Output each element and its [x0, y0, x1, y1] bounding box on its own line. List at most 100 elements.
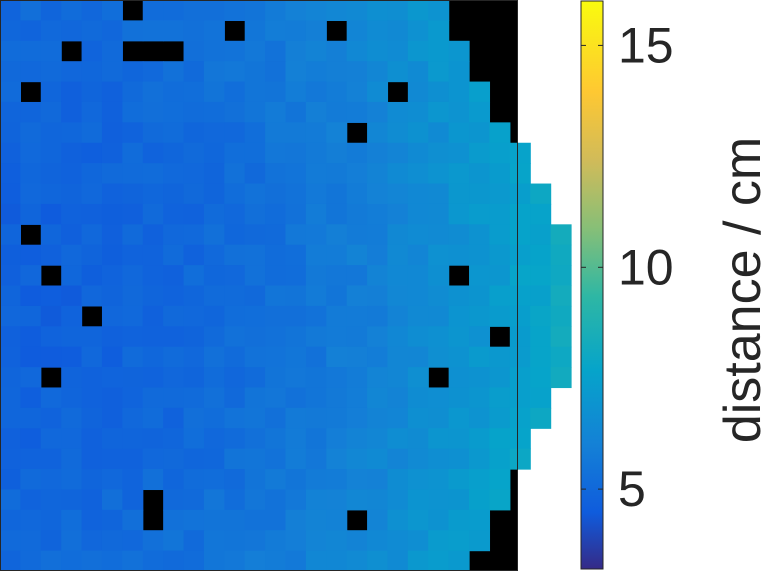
heatmap-cell: [101, 224, 123, 246]
heatmap-cell: [367, 469, 389, 491]
heatmap-cell: [81, 530, 103, 552]
heatmap-cell: [183, 346, 205, 368]
heatmap-cell: [0, 387, 21, 409]
heatmap-cell: [367, 203, 389, 225]
heatmap-cell: [448, 163, 470, 185]
heatmap-cell: [530, 285, 552, 307]
heatmap-cell: [40, 122, 62, 144]
heatmap-cell: [0, 224, 21, 246]
heatmap-cell: [326, 285, 348, 307]
heatmap-cell: [367, 407, 389, 429]
heatmap-cell: [346, 367, 368, 389]
heatmap-cell: [265, 367, 287, 389]
heatmap-cell: [0, 40, 21, 62]
heatmap-cell: [203, 265, 225, 287]
heatmap-cell: [163, 183, 185, 205]
heatmap-cell: [346, 61, 368, 83]
heatmap-cell: [183, 81, 205, 103]
heatmap-cell: [101, 530, 123, 552]
heatmap-cell: [265, 224, 287, 246]
heatmap-cell: [367, 122, 389, 144]
heatmap-cell: [407, 81, 429, 103]
heatmap-cell: [367, 244, 389, 266]
heatmap-cell: [224, 40, 246, 62]
heatmap-cell: [224, 550, 246, 571]
heatmap-cell: [183, 387, 205, 409]
heatmap-cell: [469, 81, 491, 103]
heatmap-cell: [265, 407, 287, 429]
heatmap-cell: [265, 509, 287, 531]
heatmap-cell: [387, 489, 409, 511]
heatmap-cell: [203, 244, 225, 266]
heatmap-cell: [142, 122, 164, 144]
heatmap-cell: [305, 101, 327, 123]
heatmap-cell: [122, 20, 144, 42]
heatmap-cell: [509, 387, 531, 409]
heatmap-cell: [346, 469, 368, 491]
heatmap-cell: [244, 407, 266, 429]
heatmap-cell: [163, 326, 185, 348]
heatmap-cell: [448, 448, 470, 470]
heatmap-cell: [428, 0, 450, 21]
heatmap-cell: [448, 509, 470, 531]
heatmap-cell: [0, 101, 21, 123]
heatmap-cell: [428, 183, 450, 205]
heatmap-cell: [224, 509, 246, 531]
heatmap-cell: [244, 122, 266, 144]
heatmap-cell: [285, 224, 307, 246]
heatmap-cell: [0, 203, 21, 225]
heatmap-cell: [428, 428, 450, 450]
heatmap-cell: [244, 509, 266, 531]
heatmap-cell: [448, 81, 470, 103]
heatmap-cell: [244, 448, 266, 470]
heatmap-cell: [305, 244, 327, 266]
heatmap-cell: [81, 469, 103, 491]
colorbar-label: distance / cm: [714, 137, 762, 443]
heatmap-cell: [346, 81, 368, 103]
heatmap-cell: [428, 20, 450, 42]
heatmap-cell: [387, 183, 409, 205]
heatmap-cell: [224, 428, 246, 450]
heatmap-cell: [550, 305, 572, 327]
heatmap-cell: [40, 530, 62, 552]
heatmap-cell: [122, 448, 144, 470]
heatmap-cell: [265, 61, 287, 83]
heatmap-cell: [244, 61, 266, 83]
heatmap-cell: [367, 224, 389, 246]
heatmap-cell: [81, 346, 103, 368]
heatmap-cell: [550, 224, 572, 246]
heatmap-cell: [142, 0, 164, 21]
heatmap-cell: [61, 265, 83, 287]
heatmap-cell: [326, 367, 348, 389]
heatmap-cell: [61, 387, 83, 409]
heatmap-cell: [244, 81, 266, 103]
heatmap-cell: [387, 469, 409, 491]
heatmap-cell: [61, 122, 83, 144]
heatmap-cell: [183, 0, 205, 21]
heatmap-cell: [142, 203, 164, 225]
heatmap-cell: [81, 224, 103, 246]
heatmap-cell: [203, 0, 225, 21]
heatmap-cell: [244, 285, 266, 307]
heatmap-cell: [387, 530, 409, 552]
heatmap-cell: [61, 224, 83, 246]
heatmap-cell: [224, 326, 246, 348]
heatmap-cell: [224, 183, 246, 205]
heatmap-cell: [489, 244, 511, 266]
heatmap-cell: [407, 163, 429, 185]
heatmap-cell: [163, 489, 185, 511]
heatmap-cell: [142, 367, 164, 389]
heatmap-cell: [509, 326, 531, 348]
heatmap-cell: [0, 367, 21, 389]
heatmap-cell: [285, 163, 307, 185]
heatmap-cell: [61, 244, 83, 266]
heatmap-cell: [469, 285, 491, 307]
heatmap-cell: [244, 489, 266, 511]
heatmap-cell: [61, 469, 83, 491]
heatmap-cell: [61, 81, 83, 103]
heatmap-cell: [326, 387, 348, 409]
heatmap-cell: [122, 305, 144, 327]
heatmap-cell: [387, 367, 409, 389]
heatmap-cell: [81, 244, 103, 266]
heatmap-cell: [61, 489, 83, 511]
